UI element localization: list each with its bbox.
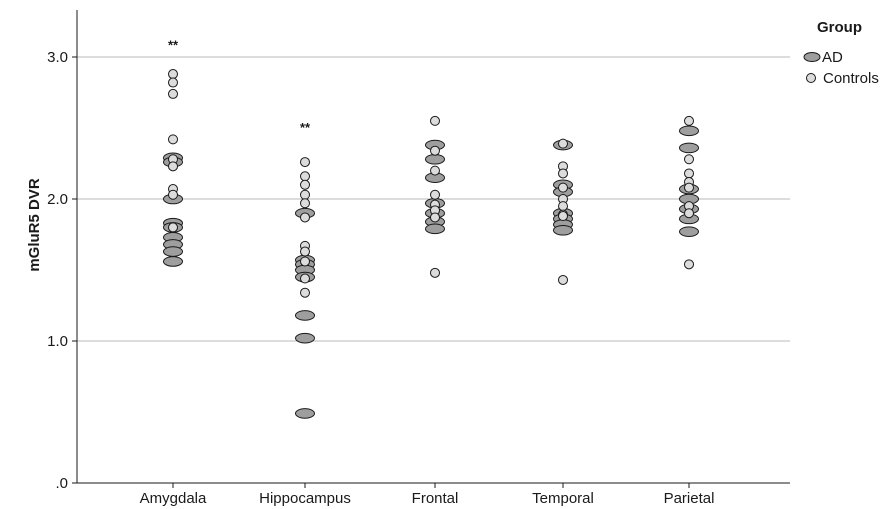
annotation-layer: ** ** xyxy=(168,38,311,135)
point-controls-hippocampus-5 xyxy=(300,212,310,223)
point-ad-parietal-6 xyxy=(679,226,699,237)
point-controls-temporal-0 xyxy=(558,138,568,149)
point-controls-frontal-2 xyxy=(430,165,440,176)
point-controls-temporal-3 xyxy=(558,182,568,193)
point-ad-amygdala-7 xyxy=(163,246,183,257)
x-tick-label-hippocampus: Hippocampus xyxy=(259,490,351,507)
point-controls-hippocampus-10 xyxy=(300,287,310,298)
point-controls-amygdala-2 xyxy=(168,88,178,99)
legend-marker-controls xyxy=(806,73,816,83)
point-ad-parietal-1 xyxy=(679,142,699,154)
point-ad-hippocampus-5 xyxy=(295,310,315,321)
x-tick-label-temporal: Temporal xyxy=(532,490,594,507)
point-controls-temporal-2 xyxy=(558,168,568,179)
legend-title: Group xyxy=(817,19,862,36)
x-tick-label-amygdala: Amygdala xyxy=(140,490,207,507)
point-controls-parietal-6 xyxy=(684,208,694,219)
point-controls-parietal-1 xyxy=(684,154,694,165)
point-controls-hippocampus-7 xyxy=(300,246,310,257)
point-controls-hippocampus-9 xyxy=(300,273,310,284)
point-controls-parietal-2 xyxy=(684,168,694,179)
marks-layer xyxy=(163,69,699,419)
x-tick-label-parietal: Parietal xyxy=(664,490,715,507)
significance-annotation-amygdala: ** xyxy=(168,38,179,53)
point-controls-amygdala-7 xyxy=(168,189,178,200)
y-tick-label-2: 2.0 xyxy=(47,191,68,208)
point-controls-frontal-7 xyxy=(430,267,440,278)
point-controls-temporal-5 xyxy=(558,201,568,212)
y-tick-label-3: 3.0 xyxy=(47,49,68,66)
point-controls-frontal-0 xyxy=(430,115,440,126)
point-controls-temporal-8 xyxy=(558,274,568,285)
point-controls-parietal-0 xyxy=(684,115,694,126)
point-ad-parietal-0 xyxy=(679,125,699,137)
point-controls-hippocampus-2 xyxy=(300,179,310,190)
point-controls-hippocampus-8 xyxy=(300,256,310,267)
legend-marker-ad xyxy=(803,52,821,62)
legend-label-controls: Controls xyxy=(823,70,879,87)
legend: Group AD Controls xyxy=(803,19,879,87)
y-axis-title: mGluR5 DVR xyxy=(26,178,43,272)
point-controls-amygdala-5 xyxy=(168,161,178,172)
point-controls-hippocampus-1 xyxy=(300,171,310,182)
point-controls-temporal-7 xyxy=(558,211,568,222)
point-controls-hippocampus-3 xyxy=(300,189,310,200)
point-ad-hippocampus-7 xyxy=(295,408,315,419)
point-ad-temporal-6 xyxy=(553,224,573,236)
point-controls-frontal-3 xyxy=(430,189,440,200)
point-ad-frontal-1 xyxy=(425,153,445,165)
y-tick-label-1: 1.0 xyxy=(47,333,68,350)
significance-annotation-hippocampus: ** xyxy=(300,120,311,135)
point-controls-parietal-4 xyxy=(684,182,694,193)
point-ad-frontal-6 xyxy=(425,223,445,235)
point-controls-amygdala-0 xyxy=(168,69,178,80)
x-tick-label-frontal: Frontal xyxy=(412,490,459,507)
axis-layer: .0 1.0 2.0 3.0 Amygdala Hippocampus Frontal Tem… xyxy=(47,10,790,507)
legend-label-ad: AD xyxy=(822,49,843,66)
y-tick-label-0: .0 xyxy=(55,475,68,492)
point-controls-parietal-7 xyxy=(684,259,694,270)
point-controls-amygdala-1 xyxy=(168,77,178,88)
point-controls-amygdala-8 xyxy=(168,222,178,233)
point-controls-hippocampus-0 xyxy=(300,157,310,168)
point-ad-amygdala-8 xyxy=(163,256,183,267)
point-controls-amygdala-3 xyxy=(168,134,178,145)
point-controls-frontal-6 xyxy=(430,212,440,223)
point-controls-hippocampus-4 xyxy=(300,198,310,209)
point-ad-hippocampus-6 xyxy=(295,332,315,344)
point-controls-frontal-1 xyxy=(430,145,440,156)
